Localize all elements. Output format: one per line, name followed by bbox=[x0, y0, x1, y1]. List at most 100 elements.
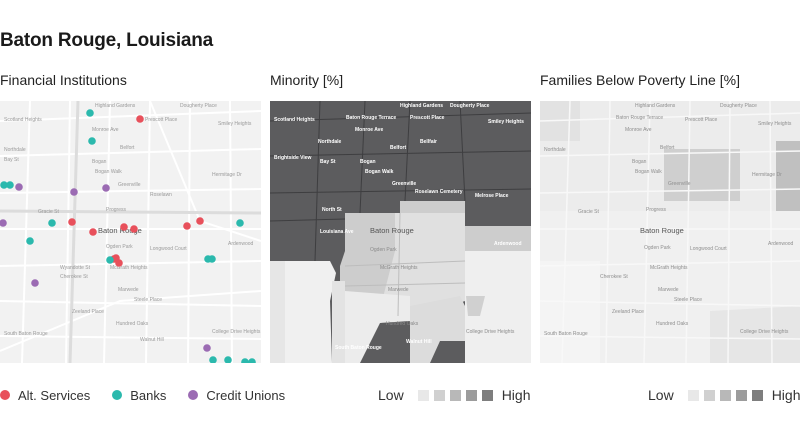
svg-text:McGrath Heights: McGrath Heights bbox=[380, 265, 418, 271]
map-poverty[interactable]: Highland Gardens Dougherty Place Baton Ro… bbox=[540, 101, 800, 363]
svg-text:Bay St: Bay St bbox=[320, 159, 336, 165]
svg-text:McGrath Heights: McGrath Heights bbox=[650, 265, 688, 271]
marker-cu[interactable] bbox=[31, 279, 39, 287]
svg-text:Ardenwood: Ardenwood bbox=[494, 241, 522, 247]
marker-bank[interactable] bbox=[106, 256, 114, 264]
svg-text:Prescott Place: Prescott Place bbox=[685, 117, 717, 123]
svg-text:Steele Place: Steele Place bbox=[674, 297, 702, 303]
svg-text:Bogan Walk: Bogan Walk bbox=[635, 169, 662, 175]
banks-dot-icon bbox=[112, 390, 123, 400]
scale-swatch-5 bbox=[751, 389, 763, 401]
scale-swatch-1 bbox=[417, 389, 429, 401]
marker-cu[interactable] bbox=[203, 344, 211, 352]
marker-cu[interactable] bbox=[15, 183, 23, 191]
marker-bank[interactable] bbox=[224, 356, 232, 363]
marker-cu[interactable] bbox=[70, 188, 78, 196]
marker-bank[interactable] bbox=[208, 255, 216, 263]
marker-alt[interactable] bbox=[130, 225, 138, 233]
marker-bank[interactable] bbox=[248, 358, 256, 363]
marker-cu[interactable] bbox=[102, 184, 110, 192]
svg-text:Greenville: Greenville bbox=[392, 181, 416, 187]
svg-text:Gracie St: Gracie St bbox=[38, 209, 59, 215]
svg-text:Baton Rouge Terrace: Baton Rouge Terrace bbox=[616, 115, 663, 121]
svg-text:Cherokee St: Cherokee St bbox=[600, 274, 628, 280]
marker-alt[interactable] bbox=[136, 115, 144, 123]
svg-text:North St: North St bbox=[322, 207, 342, 213]
marker-bank[interactable] bbox=[6, 181, 14, 189]
svg-text:Cherokee St: Cherokee St bbox=[60, 274, 88, 280]
svg-text:Melrose Place: Melrose Place bbox=[475, 193, 509, 199]
marker-bank[interactable] bbox=[88, 137, 96, 145]
svg-text:Roselawn Cemetery: Roselawn Cemetery bbox=[415, 189, 463, 195]
svg-text:Northdale: Northdale bbox=[4, 147, 26, 153]
legend-label: Alt. Services bbox=[18, 387, 91, 403]
svg-text:Dougherty Place: Dougherty Place bbox=[180, 103, 217, 109]
svg-text:Bogan: Bogan bbox=[360, 159, 376, 165]
svg-text:Hermitage Dr: Hermitage Dr bbox=[212, 172, 242, 178]
marker-bank[interactable] bbox=[236, 219, 244, 227]
panel-title-minority: Minority [%] bbox=[270, 72, 344, 88]
svg-text:Hundred Oaks: Hundred Oaks bbox=[656, 321, 689, 327]
map-city-label: Baton Rouge bbox=[98, 226, 142, 235]
svg-text:Gracie St: Gracie St bbox=[578, 209, 599, 215]
svg-text:Ogden Park: Ogden Park bbox=[644, 245, 671, 251]
svg-text:Greenville: Greenville bbox=[668, 181, 691, 187]
svg-text:Bogan Walk: Bogan Walk bbox=[365, 169, 394, 175]
svg-text:Belfort: Belfort bbox=[390, 145, 406, 151]
scale-swatch-2 bbox=[703, 389, 715, 401]
marker-bank[interactable] bbox=[209, 356, 217, 363]
marker-bank[interactable] bbox=[241, 358, 249, 363]
svg-text:Hundred Oaks: Hundred Oaks bbox=[116, 321, 149, 327]
svg-text:Hermitage Dr: Hermitage Dr bbox=[752, 172, 782, 178]
svg-text:Roselawn: Roselawn bbox=[150, 192, 172, 198]
scale-low-label: Low bbox=[648, 387, 674, 403]
svg-text:Wyandotte St: Wyandotte St bbox=[60, 265, 91, 271]
scale-swatch-4 bbox=[735, 389, 747, 401]
marker-cu[interactable] bbox=[0, 219, 7, 227]
marker-alt[interactable] bbox=[68, 218, 76, 226]
svg-text:Zeeland Place: Zeeland Place bbox=[72, 309, 104, 315]
svg-text:Walnut Hill: Walnut Hill bbox=[406, 339, 432, 345]
legend-label: Credit Unions bbox=[206, 387, 286, 403]
svg-text:Walnut Hill: Walnut Hill bbox=[140, 337, 164, 343]
svg-text:South Baton Rouge: South Baton Rouge bbox=[4, 331, 48, 337]
map-financial[interactable]: Highland Gardens Dougherty Place Scotland… bbox=[0, 101, 261, 363]
map-minority[interactable]: Highland Gardens Dougherty Place Baton Ro… bbox=[270, 101, 531, 363]
scale-high-label: High bbox=[501, 387, 531, 403]
svg-text:College Drive Heights: College Drive Heights bbox=[740, 329, 789, 335]
scale-swatch-2 bbox=[433, 389, 445, 401]
svg-text:Bogan: Bogan bbox=[92, 159, 107, 165]
svg-text:Longwood Court: Longwood Court bbox=[150, 246, 187, 252]
scale-swatch-3 bbox=[719, 389, 731, 401]
legend-item-alt-services: Alt. Services bbox=[0, 388, 90, 403]
svg-text:Bogan: Bogan bbox=[632, 159, 647, 165]
svg-text:Ardenwood: Ardenwood bbox=[768, 241, 794, 247]
svg-text:Belfort: Belfort bbox=[660, 145, 675, 151]
marker-bank[interactable] bbox=[86, 109, 94, 117]
marker-alt[interactable] bbox=[120, 223, 128, 231]
scale-swatch-3 bbox=[449, 389, 461, 401]
svg-text:South Baton Rouge: South Baton Rouge bbox=[544, 331, 588, 337]
svg-text:Highland Gardens: Highland Gardens bbox=[400, 103, 443, 109]
marker-alt[interactable] bbox=[112, 254, 120, 262]
marker-bank[interactable] bbox=[0, 181, 8, 189]
marker-alt[interactable] bbox=[183, 222, 191, 230]
svg-text:Ogden Park: Ogden Park bbox=[106, 244, 133, 250]
svg-text:Belfort: Belfort bbox=[120, 145, 135, 151]
svg-text:College Drive Heights: College Drive Heights bbox=[466, 329, 515, 335]
svg-text:Prescott Place: Prescott Place bbox=[410, 115, 445, 121]
svg-text:Marwede: Marwede bbox=[388, 287, 409, 293]
marker-bank[interactable] bbox=[26, 237, 34, 245]
marker-bank[interactable] bbox=[48, 219, 56, 227]
markers-layer bbox=[0, 109, 256, 363]
marker-alt[interactable] bbox=[196, 217, 204, 225]
svg-text:Louisiana Ave: Louisiana Ave bbox=[320, 229, 354, 235]
scale-high-label: High bbox=[771, 387, 800, 403]
svg-text:Scotland Heights: Scotland Heights bbox=[274, 117, 315, 123]
svg-text:Bellfair: Bellfair bbox=[420, 139, 437, 145]
scale-poverty: Low High bbox=[648, 385, 800, 405]
legend-financial: Alt. Services Banks Credit Unions bbox=[0, 385, 285, 405]
map-city-label: Baton Rouge bbox=[370, 226, 414, 235]
marker-alt[interactable] bbox=[89, 228, 97, 236]
scale-swatch-5 bbox=[481, 389, 493, 401]
